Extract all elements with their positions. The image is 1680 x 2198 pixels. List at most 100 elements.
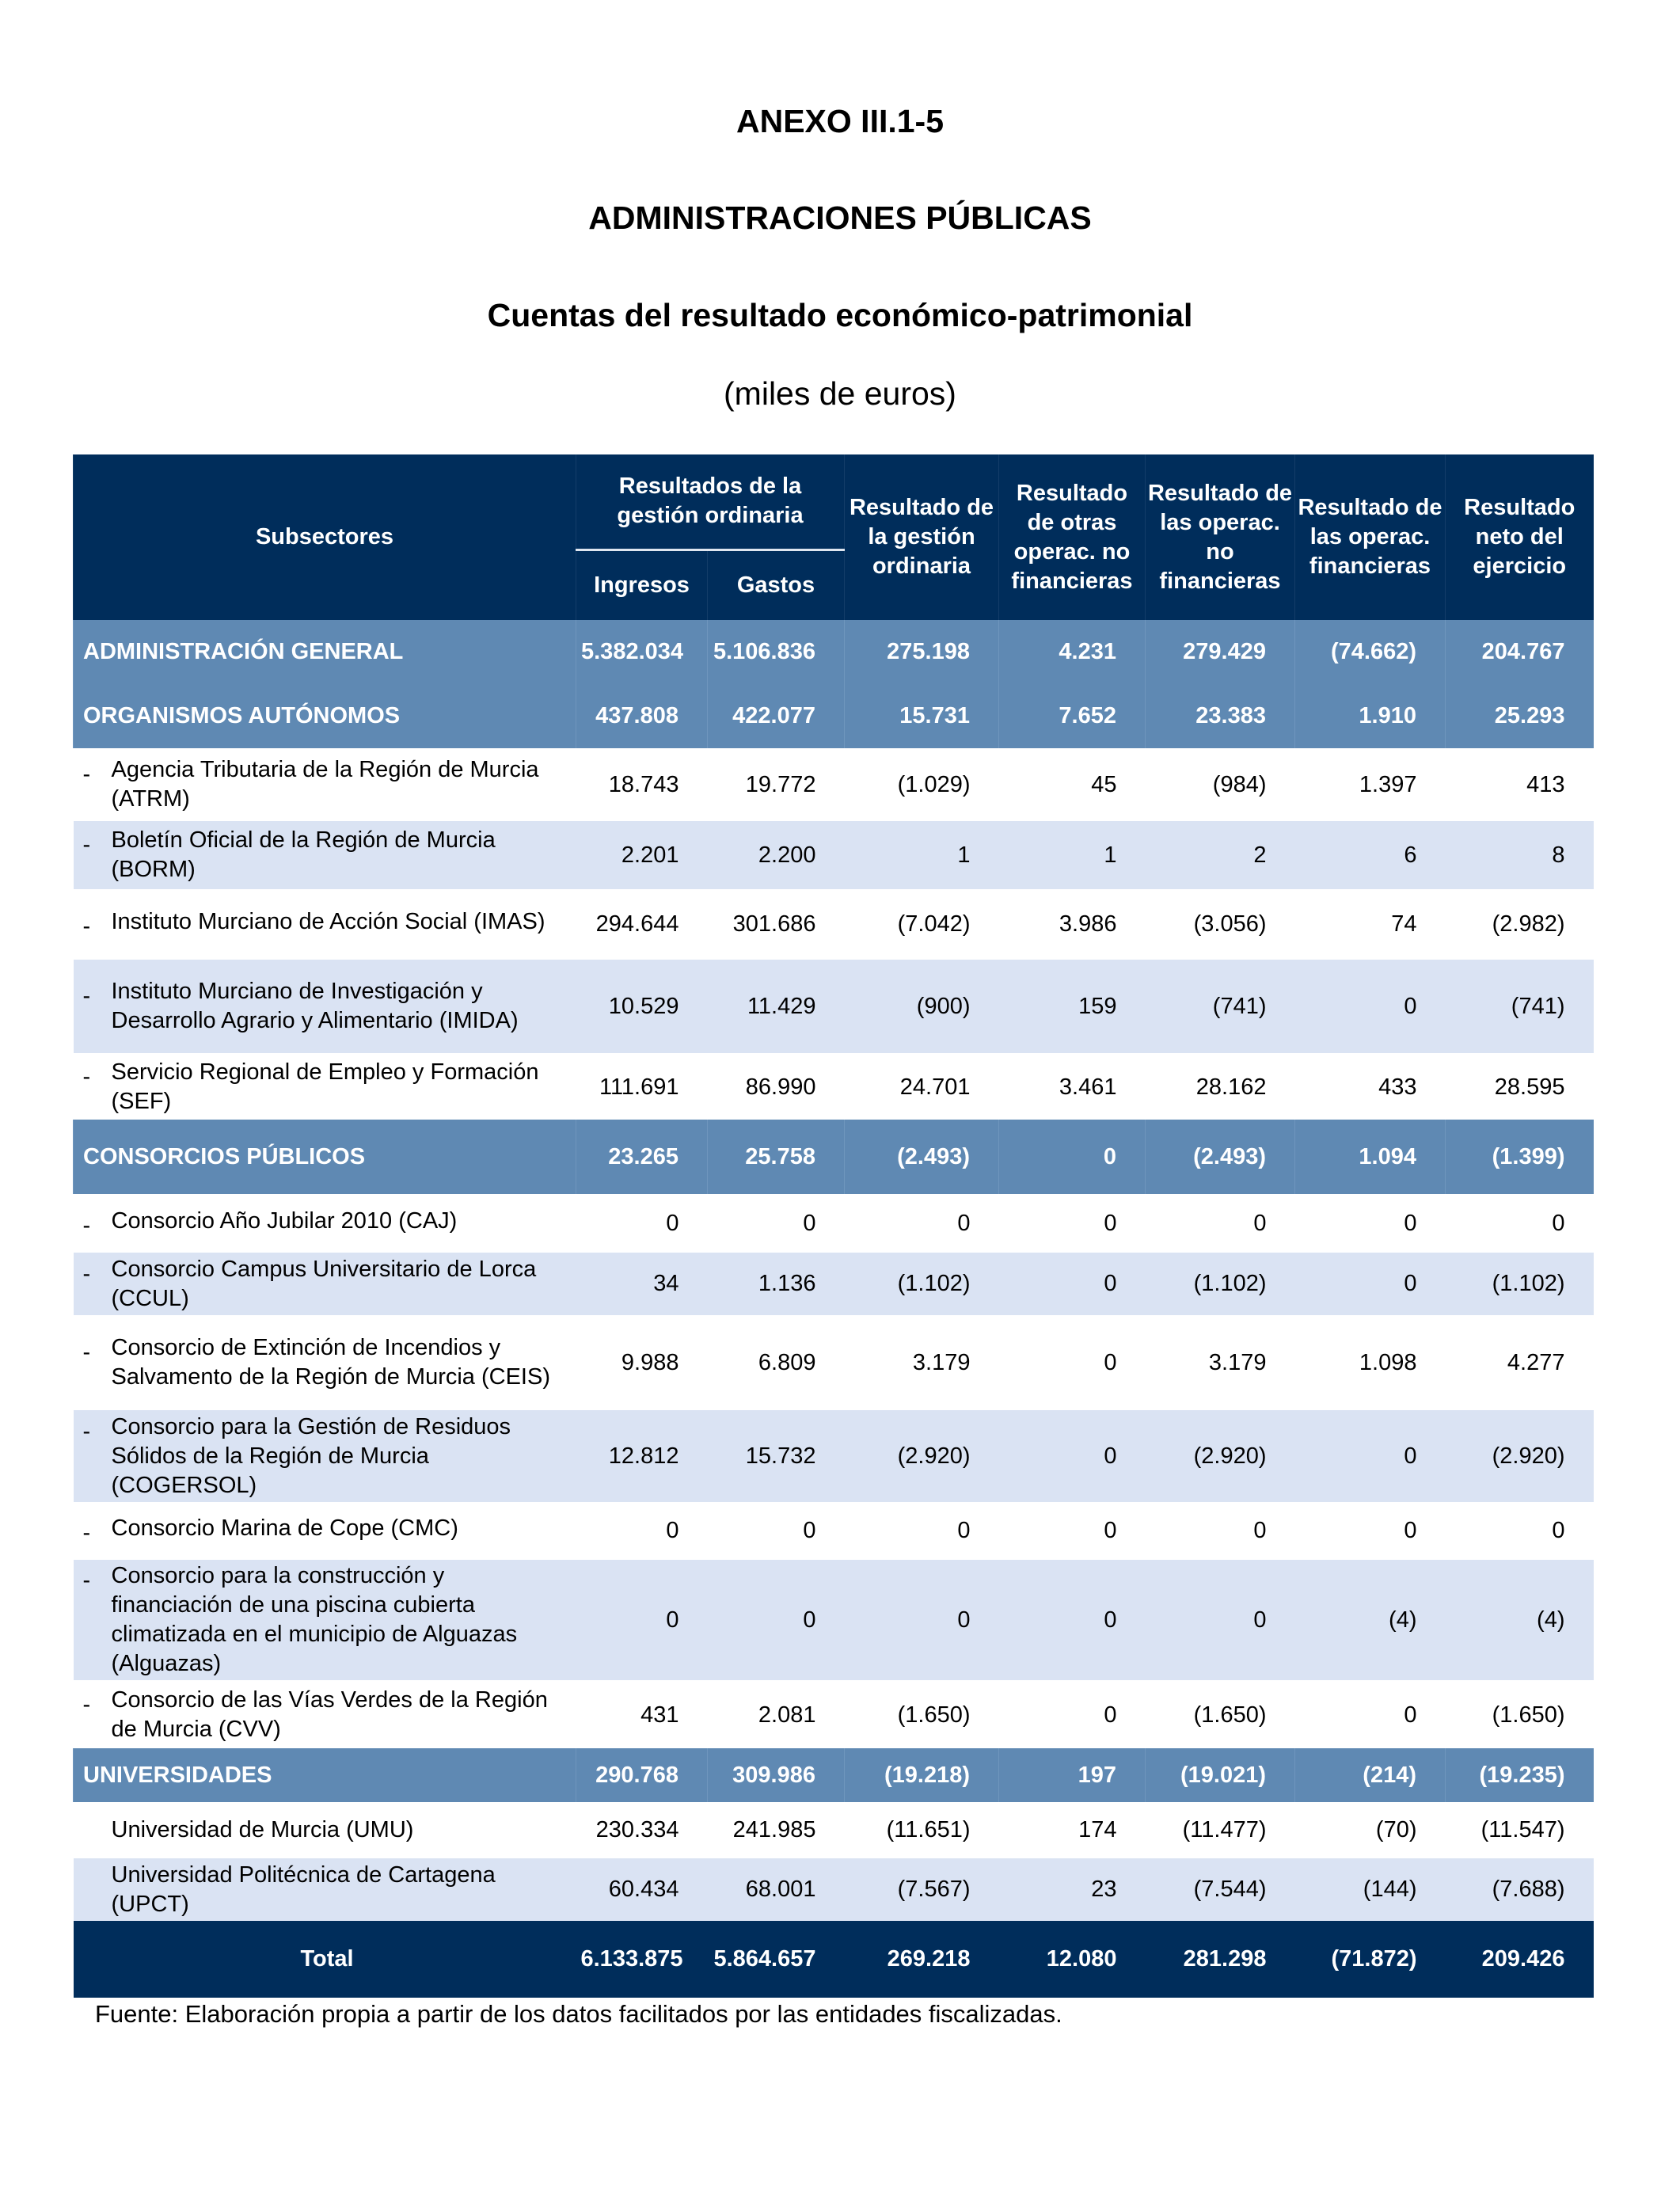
value-cell: 0	[576, 1502, 708, 1559]
value-cell: (19.218)	[844, 1748, 999, 1803]
value-cell: 5.864.657	[707, 1921, 845, 1998]
value-cell: 0	[1294, 1502, 1446, 1559]
header-res-fin: Resultado de las operac. financieras	[1294, 454, 1446, 620]
row-label: Instituto Murciano de Investigación y De…	[111, 979, 519, 1033]
value-cell: (19.235)	[1445, 1748, 1594, 1803]
row-label-cell: ORGANISMOS AUTÓNOMOS	[73, 683, 576, 749]
value-cell: 19.772	[707, 748, 845, 820]
value-cell: (741)	[1445, 958, 1594, 1054]
value-cell: 15.731	[844, 683, 999, 749]
value-cell: (7.688)	[1445, 1857, 1594, 1921]
value-cell: 6.809	[707, 1315, 845, 1409]
row-label-cell: - Boletín Oficial de la Región de Murcia …	[73, 819, 576, 890]
value-cell: 45	[998, 748, 1146, 820]
row-label-cell: Total	[73, 1921, 576, 1998]
value-cell: 0	[1294, 1680, 1446, 1748]
value-cell: (2.493)	[844, 1120, 999, 1195]
value-cell: (3.056)	[1145, 889, 1295, 959]
group-row: ORGANISMOS AUTÓNOMOS 437.808 422.077 15.731…	[73, 683, 1594, 749]
table-row: - Consorcio para la Gestión de Residuos S…	[73, 1409, 1594, 1503]
value-cell: 422.077	[707, 683, 845, 749]
value-cell: 3.461	[998, 1053, 1146, 1120]
bullet-dash: -	[82, 1261, 91, 1287]
table-row: - Consorcio Marina de Cope (CMC) 0 0 0 0 0 0 0	[73, 1502, 1594, 1559]
value-cell: 433	[1294, 1053, 1446, 1120]
value-cell: 24.701	[844, 1053, 999, 1120]
table-row: Universidad Politécnica de Cartagena (UP…	[73, 1857, 1594, 1921]
bullet-dash: -	[82, 983, 91, 1009]
row-label: Consorcio Campus Universitario de Lorca …	[111, 1256, 537, 1311]
value-cell: (1.029)	[844, 748, 999, 820]
value-cell: 0	[998, 1120, 1146, 1195]
value-cell: 281.298	[1145, 1921, 1295, 1998]
value-cell: 5.382.034	[576, 620, 708, 683]
units-subtitle: (miles de euros)	[724, 375, 956, 412]
row-label: Universidad Politécnica de Cartagena (UP…	[111, 1861, 496, 1917]
value-cell: 23	[998, 1857, 1146, 1921]
value-cell: 241.985	[707, 1802, 845, 1858]
value-cell: 0	[1294, 958, 1446, 1054]
value-cell: (11.477)	[1145, 1802, 1295, 1858]
row-label-cell: - Instituto Murciano de Acción Social (IM…	[73, 889, 576, 959]
value-cell: 18.743	[576, 748, 708, 820]
row-label-cell: - Consorcio de Extinción de Incendios y S…	[73, 1315, 576, 1409]
bullet-dash: -	[82, 1692, 91, 1717]
value-cell: (4)	[1294, 1558, 1446, 1681]
value-cell: 4.231	[998, 620, 1146, 683]
row-label-cell: ADMINISTRACIÓN GENERAL	[73, 620, 576, 683]
value-cell: (2.920)	[844, 1409, 999, 1503]
value-cell: 1	[998, 819, 1146, 890]
value-cell: 25.293	[1445, 683, 1594, 749]
value-cell: (1.650)	[1445, 1680, 1594, 1748]
value-cell: 12.080	[998, 1921, 1146, 1998]
value-cell: 34	[576, 1251, 708, 1316]
value-cell: 9.988	[576, 1315, 708, 1409]
table-row: Universidad de Murcia (UMU) 230.334 241.98…	[73, 1802, 1594, 1858]
value-cell: 1.136	[707, 1251, 845, 1316]
value-cell: 28.162	[1145, 1053, 1295, 1120]
row-label-cell: - Consorcio de las Vías Verdes de la Regi…	[73, 1680, 576, 1748]
row-label-cell: - Agencia Tributaria de la Región de Murc…	[73, 748, 576, 820]
row-label: Consorcio Marina de Cope (CMC)	[111, 1515, 458, 1541]
value-cell: (7.042)	[844, 889, 999, 959]
row-label: Agencia Tributaria de la Región de Murci…	[111, 757, 539, 812]
value-cell: 0	[998, 1315, 1146, 1409]
value-cell: (71.872)	[1294, 1921, 1446, 1998]
value-cell: 309.986	[707, 1748, 845, 1803]
value-cell: 15.732	[707, 1409, 845, 1503]
value-cell: 68.001	[707, 1857, 845, 1921]
value-cell: 0	[1445, 1502, 1594, 1559]
bullet-dash: -	[82, 832, 91, 858]
value-cell: 0	[707, 1558, 845, 1681]
group-row: CONSORCIOS PÚBLICOS 23.265 25.758 (2.493) 0(…	[73, 1120, 1594, 1195]
header-ingresos: Ingresos	[576, 548, 708, 620]
row-label-cell: - Consorcio Año Jubilar 2010 (CAJ)	[73, 1194, 576, 1252]
value-cell: 1	[844, 819, 999, 890]
value-cell: (1.102)	[1445, 1251, 1594, 1316]
bullet-dash: -	[82, 1568, 91, 1593]
row-label: Consorcio de Extinción de Incendios y Sa…	[111, 1335, 550, 1390]
value-cell: (7.567)	[844, 1857, 999, 1921]
value-cell: 279.429	[1145, 620, 1295, 683]
header-gastos: Gastos	[707, 548, 845, 620]
value-cell: 209.426	[1445, 1921, 1594, 1998]
value-cell: 5.106.836	[707, 620, 845, 683]
value-cell: 269.218	[844, 1921, 999, 1998]
value-cell: (2.920)	[1145, 1409, 1295, 1503]
value-cell: (2.920)	[1445, 1409, 1594, 1503]
bullet-dash: -	[82, 1340, 91, 1365]
header-subsectores: Subsectores	[73, 454, 576, 620]
value-cell: 6.133.875	[576, 1921, 708, 1998]
value-cell: 23.265	[576, 1120, 708, 1195]
value-cell: 2.081	[707, 1680, 845, 1748]
value-cell: (741)	[1145, 958, 1295, 1054]
table-row: - Boletín Oficial de la Región de Murcia …	[73, 819, 1594, 890]
annex-title: ANEXO III.1-5	[735, 103, 944, 139]
sector-title: ADMINISTRACIONES PÚBLICAS	[588, 200, 1092, 236]
value-cell: (2.982)	[1445, 889, 1594, 959]
row-label-cell: - Consorcio para la Gestión de Residuos S…	[73, 1409, 576, 1503]
row-label-cell: - Instituto Murciano de Investigación y D…	[73, 958, 576, 1054]
value-cell: (74.662)	[1294, 620, 1446, 683]
value-cell: (19.021)	[1145, 1748, 1295, 1803]
row-label-cell: Universidad Politécnica de Cartagena (UP…	[73, 1857, 576, 1921]
